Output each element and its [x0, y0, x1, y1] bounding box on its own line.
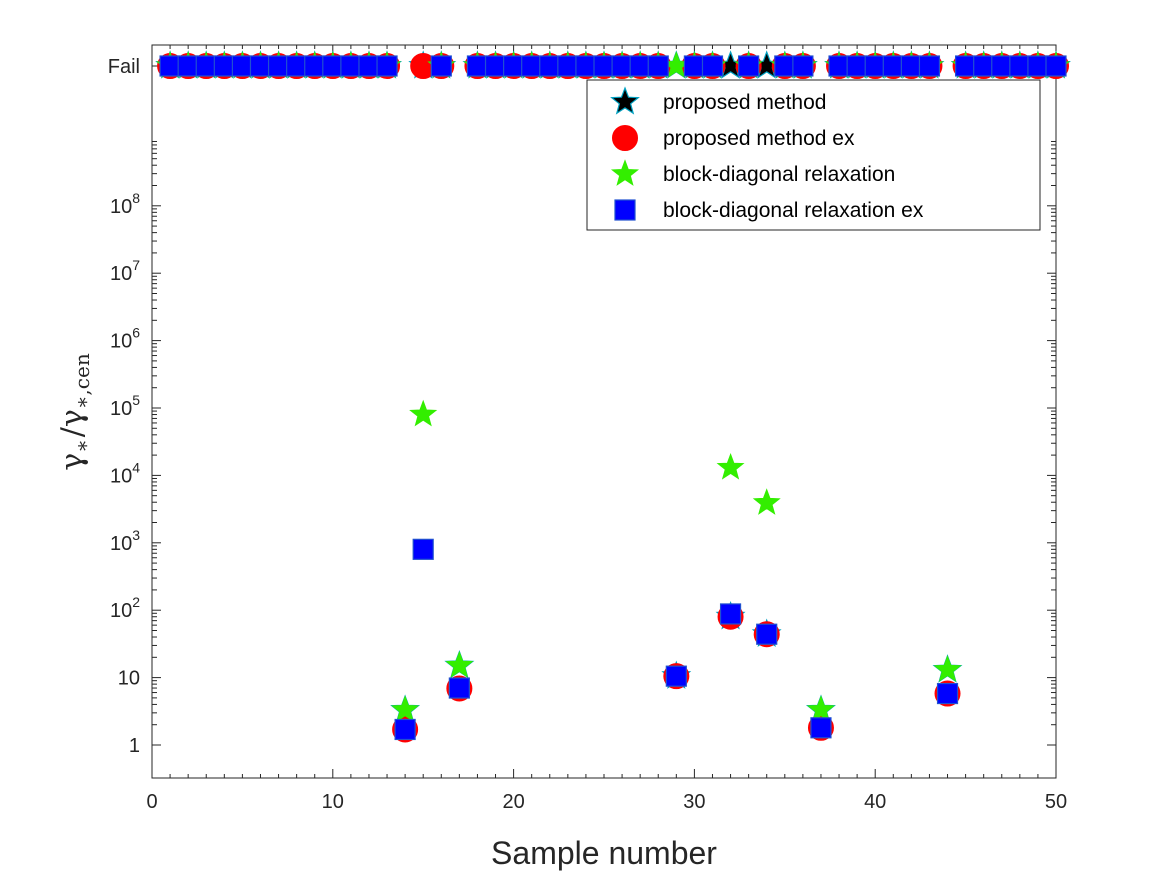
fail-point: [954, 55, 977, 77]
data-point: [412, 538, 434, 560]
data-point: [716, 452, 745, 480]
fail-point: [900, 55, 922, 77]
y-tick-label: 10: [118, 668, 140, 690]
fail-point: [322, 55, 344, 77]
fail-point: [521, 55, 543, 77]
legend-label-1: proposed method: [663, 91, 826, 114]
y-tick-label: 104: [110, 459, 140, 487]
data-point: [752, 488, 781, 515]
fail-point: [973, 55, 995, 77]
legend-label-2: proposed method ex: [663, 127, 855, 150]
data-point: [391, 695, 420, 722]
y-label-sub1: ∗: [70, 439, 94, 453]
fail-point: [647, 55, 669, 77]
fail-point: [430, 55, 452, 77]
legend-box: [586, 79, 1041, 231]
fail-point: [864, 55, 886, 77]
x-tick-label: 40: [864, 791, 886, 813]
fail-point: [882, 55, 904, 77]
y-tick-label: 103: [110, 527, 140, 555]
legend-marker-4: [614, 199, 636, 221]
fail-point: [1027, 55, 1049, 77]
fail-point: [484, 55, 507, 77]
fail-point: [466, 55, 489, 77]
data-point: [665, 665, 687, 687]
y-tick-label: 108: [110, 190, 140, 218]
x-tick-label: 0: [146, 791, 157, 813]
y-tick-label: 1: [129, 735, 140, 757]
data-point: [756, 623, 778, 645]
legend-marker-2: [612, 125, 638, 151]
fail-point: [575, 55, 597, 77]
x-axis-label: Sample number: [491, 835, 717, 871]
fail-point: [701, 55, 724, 77]
fail-point: [792, 55, 814, 77]
x-tick-label: 50: [1045, 791, 1067, 813]
fail-point: [918, 55, 941, 77]
y-tick-label: 107: [110, 257, 140, 285]
fail-point: [304, 55, 326, 77]
fail-point: [159, 55, 181, 77]
fail-point: [340, 55, 362, 77]
fail-point: [358, 55, 380, 77]
fail-point: [213, 55, 235, 77]
y-label-sep: /: [55, 426, 90, 437]
fail-point: [611, 55, 633, 77]
y-label-gamma: γ: [55, 453, 90, 471]
data-point: [936, 682, 959, 705]
fail-point: [177, 55, 199, 77]
y-label-sub2: ∗,cen: [70, 353, 94, 409]
y-tick-label: 105: [110, 392, 140, 420]
fail-point: [539, 55, 561, 77]
data-point: [394, 718, 416, 741]
data-point: [409, 399, 438, 427]
legend: proposed method proposed method ex block-d…: [586, 79, 1041, 231]
legend-marker-1: [610, 86, 640, 115]
legend-marker-3: [610, 159, 640, 186]
y-axis-label: γ∗/γ∗,cen: [55, 353, 94, 471]
x-tick-label: 30: [683, 791, 705, 813]
legend-label-4: block-diagonal relaxation ex: [663, 199, 924, 222]
data-point: [810, 717, 832, 739]
fail-point: [629, 55, 651, 77]
fail-point: [249, 55, 272, 77]
x-tick-label: 20: [502, 791, 524, 813]
y-label-gamma2: γ: [55, 409, 90, 427]
data-markers: [155, 50, 1071, 743]
fail-point: [286, 55, 308, 77]
data-point: [933, 655, 962, 682]
fail-point: [503, 55, 525, 77]
svg-text:γ∗/γ∗,cen: γ∗/γ∗,cen: [55, 353, 94, 471]
y-tick-label: 106: [110, 325, 140, 353]
data-point: [806, 695, 835, 722]
fail-point: [991, 55, 1013, 77]
fail-point: [195, 55, 217, 77]
fail-point: [774, 55, 796, 77]
fail-point: [1045, 55, 1067, 77]
fail-point: [828, 55, 850, 77]
fail-point: [846, 55, 868, 77]
fail-point: [267, 55, 290, 77]
data-point: [448, 677, 470, 699]
y-tick-label: 102: [110, 594, 140, 622]
fail-point: [376, 55, 398, 77]
fail-point: [593, 55, 615, 77]
fail-point: [683, 55, 706, 77]
series-4: [159, 55, 1067, 741]
fail-point: [231, 55, 253, 77]
data-point: [445, 650, 474, 678]
fail-point: [557, 55, 579, 77]
y-tick-label-fail: Fail: [108, 56, 140, 78]
fail-point: [738, 55, 760, 77]
fail-point: [1009, 55, 1031, 77]
legend-label-3: block-diagonal relaxation: [663, 163, 895, 186]
data-point: [719, 603, 742, 625]
tick-labels: 0 10 20 30 40 50 1 10 102 103 104 105 106 107 108 Fail: [108, 56, 1067, 813]
x-tick-label: 10: [322, 791, 344, 813]
axis-ticks: [151, 45, 1057, 778]
